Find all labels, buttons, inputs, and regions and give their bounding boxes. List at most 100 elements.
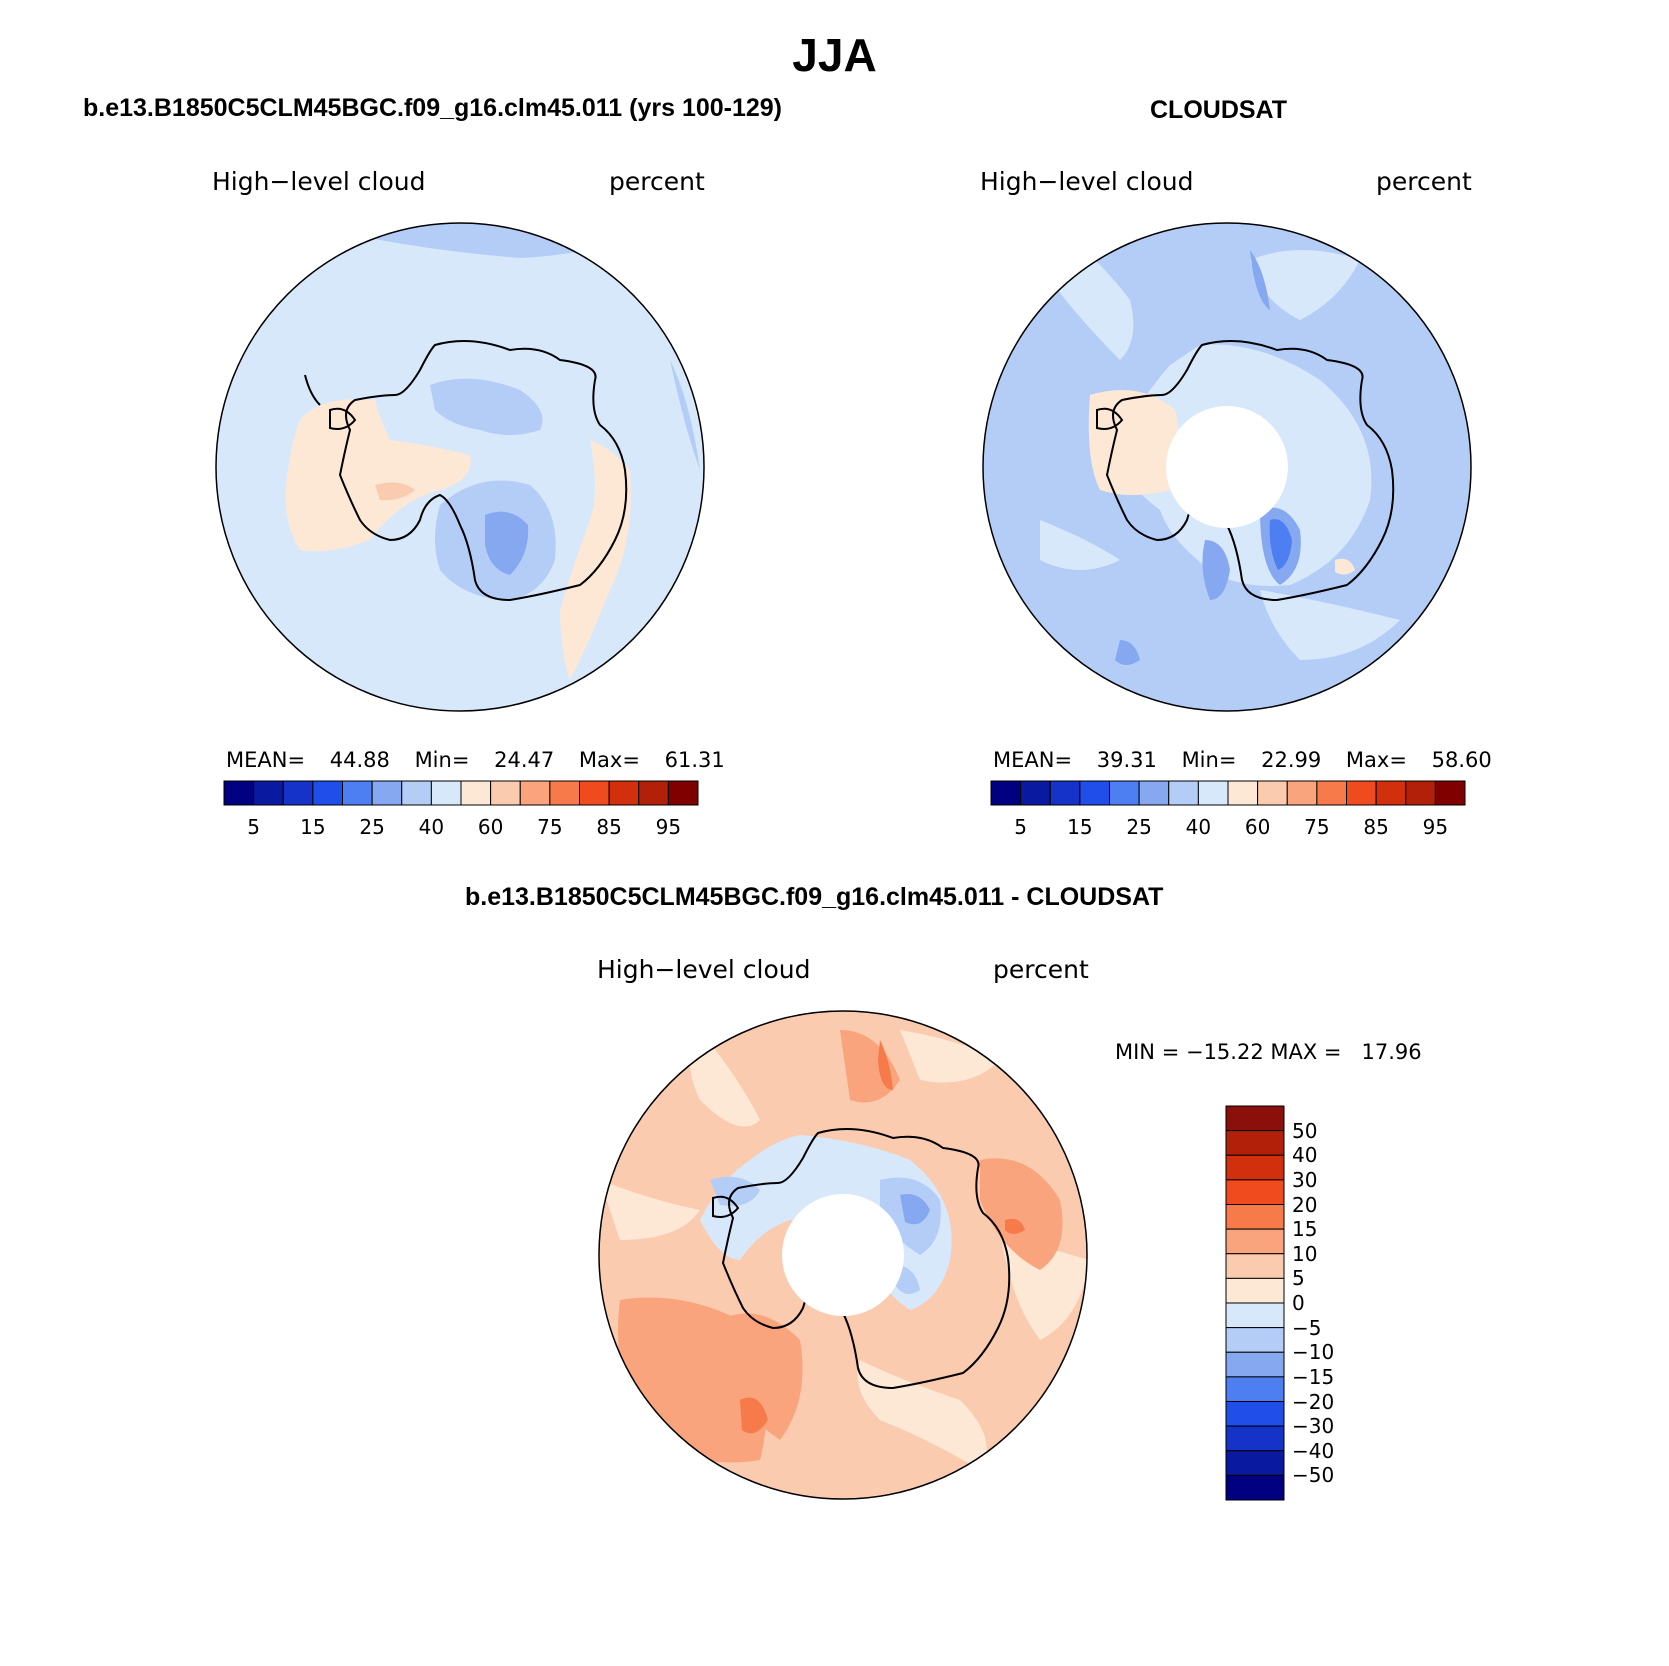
coastline <box>329 407 357 430</box>
model-min-label: Min= <box>414 748 470 772</box>
contour-region <box>1250 250 1270 310</box>
diff-colorbar-tick-label: 20 <box>1292 1192 1318 1217</box>
contour-region <box>1260 590 1400 660</box>
contour-region <box>1115 640 1140 665</box>
contour-region <box>600 1180 700 1240</box>
model-colorbar-box <box>579 780 610 806</box>
diff-colorbar-box <box>1225 1327 1285 1353</box>
model-case-title: b.e13.B1850C5CLM45BGC.f09_g16.clm45.011 … <box>83 94 783 122</box>
obs-max-label: Max= <box>1345 748 1407 772</box>
contour-region <box>430 378 543 435</box>
model-colorbar-tick-label: 75 <box>537 815 563 839</box>
contour-region <box>485 511 529 575</box>
contour-region <box>1005 1218 1025 1234</box>
obs-colorbar-box <box>1257 780 1288 806</box>
obs-colorbar-tick-label: 25 <box>1126 815 1152 839</box>
diff-colorbar-box <box>1225 1351 1285 1378</box>
obs-colorbar-box <box>1109 780 1140 806</box>
model-colorbar-box <box>312 780 343 806</box>
diff-colorbar-box <box>1225 1474 1285 1501</box>
pole-hole <box>782 1194 904 1316</box>
model-variable-label: High−level cloud <box>212 167 426 196</box>
model-colorbar-tick-label: 85 <box>596 815 622 839</box>
model-colorbar-tick-label: 60 <box>477 815 504 839</box>
diff-colorbar-tick-label: 40 <box>1292 1143 1318 1168</box>
diff-colorbar <box>1225 1105 1285 1501</box>
obs-colorbar-tick-label: 40 <box>1185 815 1212 839</box>
model-max-label: Max= <box>578 748 640 772</box>
map-border <box>982 222 1472 712</box>
contour-region <box>560 440 631 680</box>
model-colorbar-tick-label: 15 <box>300 815 326 839</box>
contour-region <box>285 399 471 552</box>
contour-region <box>1040 520 1120 570</box>
obs-max-value: 58.60 <box>1431 748 1492 772</box>
diff-colorbar-tick-label: −5 <box>1292 1315 1322 1340</box>
obs-stats: MEAN= 39.31 Min= 22.99 Max= 58.60 <box>993 748 1492 772</box>
obs-colorbar-box <box>1197 780 1229 806</box>
diff-variable-label: High−level cloud <box>597 955 811 984</box>
model-mean-label: MEAN= <box>226 748 306 772</box>
diff-case-title: b.e13.B1850C5CLM45BGC.f09_g16.clm45.011 … <box>465 883 1164 911</box>
diff-colorbar-box <box>1225 1401 1285 1427</box>
model-mean-value: 44.88 <box>329 748 390 772</box>
diff-colorbar-box <box>1225 1179 1285 1205</box>
obs-colorbar-box <box>1346 780 1377 806</box>
diff-colorbar-tick-label: 5 <box>1292 1266 1305 1291</box>
diff-colorbar-box <box>1225 1253 1285 1279</box>
model-colorbar-box <box>667 780 699 806</box>
map-border <box>215 222 705 712</box>
diff-colorbar-tick-label: −50 <box>1292 1463 1335 1488</box>
model-colorbar <box>223 780 699 806</box>
coastline <box>304 374 321 406</box>
model-colorbar-tick-label: 40 <box>418 815 445 839</box>
contour-region <box>1088 390 1179 495</box>
obs-colorbar-box <box>1049 780 1081 806</box>
obs-colorbar-tick-label: 60 <box>1244 815 1271 839</box>
diff-colorbar-box <box>1225 1302 1285 1329</box>
contour-region <box>1250 250 1360 320</box>
obs-variable-label: High−level cloud <box>980 167 1194 196</box>
model-max-value: 61.31 <box>664 748 725 772</box>
contour-region <box>900 1030 1000 1083</box>
coastline <box>1096 407 1124 430</box>
model-units-label: percent <box>609 167 705 196</box>
model-colorbar-box <box>401 780 432 806</box>
model-colorbar-box <box>223 780 255 806</box>
obs-colorbar-tick-label: 75 <box>1304 815 1330 839</box>
diff-colorbar-tick-label: −30 <box>1292 1414 1335 1439</box>
obs-colorbar-box <box>1434 780 1466 806</box>
diff-colorbar-box <box>1225 1154 1285 1181</box>
obs-colorbar-box <box>1316 780 1347 806</box>
diff-colorbar-box <box>1225 1277 1285 1304</box>
obs-colorbar-ticks: 5 15 25 40 60 75 85 95 <box>991 815 1465 839</box>
obs-colorbar <box>990 780 1466 806</box>
diff-minmax: MIN = −15.22 MAX = 17.96 <box>1115 1040 1422 1064</box>
figure-title: JJA <box>792 29 877 81</box>
diff-colorbar-tick-label: 50 <box>1292 1118 1318 1143</box>
model-colorbar-box <box>460 780 492 806</box>
obs-colorbar-tick-label: 15 <box>1067 815 1093 839</box>
diff-colorbar-tick-label: 30 <box>1292 1167 1318 1192</box>
obs-mean-value: 39.31 <box>1096 748 1157 772</box>
obs-colorbar-tick-label: 85 <box>1363 815 1389 839</box>
pole-hole <box>1166 406 1288 528</box>
diff-colorbar-tick-label: −40 <box>1292 1438 1335 1463</box>
model-colorbar-tick-label: 95 <box>655 815 682 839</box>
model-colorbar-ticks: 5 15 25 40 60 75 85 95 <box>224 815 698 839</box>
contour-region <box>900 1194 930 1225</box>
obs-min-label: Min= <box>1181 748 1237 772</box>
coastline <box>338 340 628 602</box>
obs-case-title: CLOUDSAT <box>1150 96 1288 124</box>
contour-region <box>690 1030 760 1127</box>
model-min-value: 24.47 <box>494 748 555 772</box>
diff-colorbar-box <box>1225 1376 1285 1402</box>
model-colorbar-box <box>549 780 580 806</box>
diff-units-label: percent <box>993 955 1089 984</box>
contour-region <box>375 482 415 501</box>
diff-colorbar-tick-label: −10 <box>1292 1340 1335 1365</box>
obs-units-label: percent <box>1376 167 1472 196</box>
